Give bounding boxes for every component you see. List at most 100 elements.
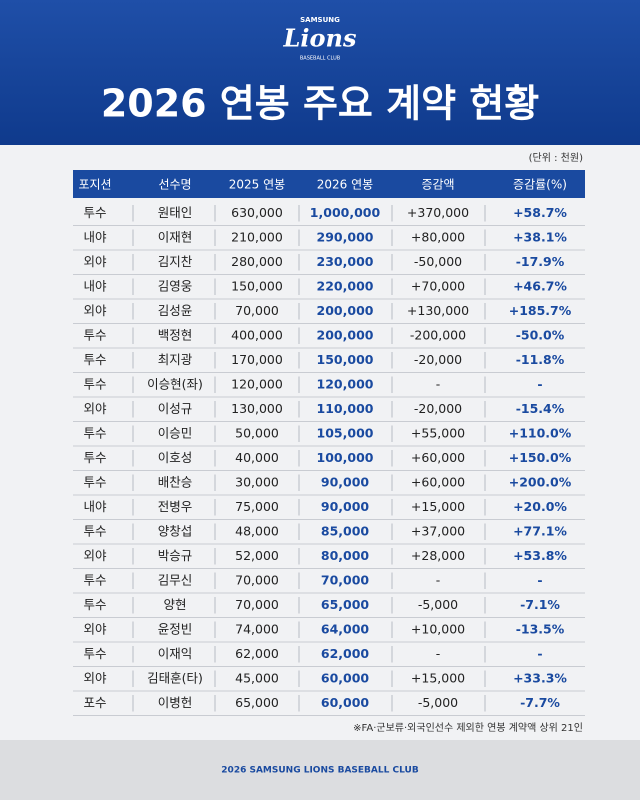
table-cell: 포수 (83, 695, 106, 710)
table-cell: 48,000 (235, 523, 279, 538)
table-cell: 290,000 (317, 229, 374, 244)
table-cell: -20,000 (414, 352, 462, 367)
table-cell: 200,000 (317, 303, 374, 318)
table-cell: 김영웅 (158, 278, 193, 293)
table-cell: 65,000 (321, 597, 370, 612)
table-cell: 150,000 (317, 352, 374, 367)
table-cell: 원태인 (158, 205, 193, 220)
table-cell: 윤정빈 (158, 621, 193, 636)
table-cell: 70,000 (235, 597, 279, 612)
table-cell: +60,000 (411, 450, 465, 465)
table-cell: - (537, 572, 542, 587)
table-cell: +200.0% (509, 474, 572, 489)
table-cell: +38.1% (513, 229, 567, 244)
table-cell: +53.8% (513, 548, 567, 563)
table-cell: 120,000 (317, 376, 374, 391)
table-cell: 내야 (83, 499, 107, 514)
table-cell: 박승규 (158, 548, 193, 563)
table-cell: 220,000 (317, 278, 374, 293)
table-cell: - (537, 646, 542, 661)
table-cell: 130,000 (231, 401, 283, 416)
table-cell: 이승현(좌) (147, 376, 203, 391)
table-cell: - (537, 376, 542, 391)
table-cell: 52,000 (235, 548, 279, 563)
table-cell: 배찬승 (158, 474, 193, 489)
header-cell: 2026 연봉 (317, 178, 373, 192)
table-cell: 투수 (83, 352, 106, 367)
table-cell: 투수 (83, 523, 106, 538)
table-cell: 70,000 (321, 572, 370, 587)
header-banner (0, 0, 640, 145)
table-cell: -17.9% (516, 254, 565, 269)
table-cell: 40,000 (235, 450, 279, 465)
table-cell: 74,000 (235, 621, 279, 636)
table-cell: 최지광 (158, 352, 193, 367)
table-cell: 이병헌 (158, 695, 193, 710)
table-cell: 투수 (83, 376, 106, 391)
table-cell: 30,000 (235, 474, 279, 489)
table-cell: 외야 (83, 401, 107, 416)
table-cell: 이재현 (158, 229, 193, 244)
table-cell: -11.8% (516, 352, 565, 367)
table-cell: 김성윤 (158, 303, 193, 318)
table-cell: - (436, 572, 441, 587)
table-cell: +15,000 (411, 499, 465, 514)
table-cell: 김지찬 (158, 254, 193, 269)
table-cell: +28,000 (411, 548, 465, 563)
table-cell: +33.3% (513, 670, 567, 685)
body-background (0, 145, 640, 740)
table-cell: 투수 (83, 205, 106, 220)
table-cell: - (436, 376, 441, 391)
table-cell: - (436, 646, 441, 661)
table-cell: 400,000 (231, 327, 283, 342)
header-cell: 증감률(%) (513, 178, 567, 192)
table-cell: 전병우 (158, 499, 193, 514)
header-cell: 2025 연봉 (229, 178, 285, 192)
table-cell: 외야 (83, 621, 107, 636)
table-cell: +110.0% (509, 425, 572, 440)
table-cell: 50,000 (235, 425, 279, 440)
title: 2026 연봉 주요 계약 현황 (101, 82, 539, 126)
table-cell: 백정현 (158, 327, 193, 342)
table-cell: 투수 (83, 646, 106, 661)
footnote: ※FA·군보류·외국인선수 제외한 연봉 계약액 상위 21인 (353, 721, 583, 734)
table-cell: -7.1% (520, 597, 560, 612)
table-cell: 투수 (83, 450, 106, 465)
table-cell: 60,000 (321, 670, 370, 685)
table: 포지션 선수명 2025 연봉 2026 연봉 증감액 증감률(%) 투수 원태인 630,00… (73, 178, 585, 716)
logo-name: Lions (283, 24, 357, 53)
table-cell: 이재익 (158, 646, 193, 661)
table-cell: +55,000 (411, 425, 465, 440)
table-cell: 내야 (83, 278, 107, 293)
logo-tagline: BASEBALL CLUB (300, 56, 341, 62)
table-cell: 투수 (83, 327, 106, 342)
table-cell: 100,000 (317, 450, 374, 465)
table-cell: 양창섭 (158, 523, 193, 538)
table-cell: 70,000 (235, 303, 279, 318)
table-cell: 양현 (163, 597, 186, 612)
table-cell: 투수 (83, 474, 106, 489)
table-cell: 외야 (83, 670, 107, 685)
table-cell: 김태훈(타) (147, 670, 203, 685)
table-cell: 투수 (83, 572, 106, 587)
table-cell: 내야 (83, 229, 107, 244)
table-cell: -5,000 (418, 695, 458, 710)
table-cell: +46.7% (513, 278, 567, 293)
table-cell: 62,000 (235, 646, 279, 661)
table-cell: +60,000 (411, 474, 465, 489)
table-cell: 630,000 (231, 205, 283, 220)
table-cell: 45,000 (235, 670, 279, 685)
table-cell: 75,000 (235, 499, 279, 514)
table-cell: -50.0% (516, 327, 565, 342)
table-cell: 170,000 (231, 352, 283, 367)
table-cell: 62,000 (321, 646, 370, 661)
table-cell: 150,000 (231, 278, 283, 293)
table-cell: 210,000 (231, 229, 283, 244)
table-cell: 김무신 (158, 572, 193, 587)
table-cell: -7.7% (520, 695, 560, 710)
table-cell: 이성규 (158, 401, 193, 416)
table-cell: 80,000 (321, 548, 370, 563)
table-cell: +370,000 (407, 205, 469, 220)
table-cell: +185.7% (509, 303, 572, 318)
